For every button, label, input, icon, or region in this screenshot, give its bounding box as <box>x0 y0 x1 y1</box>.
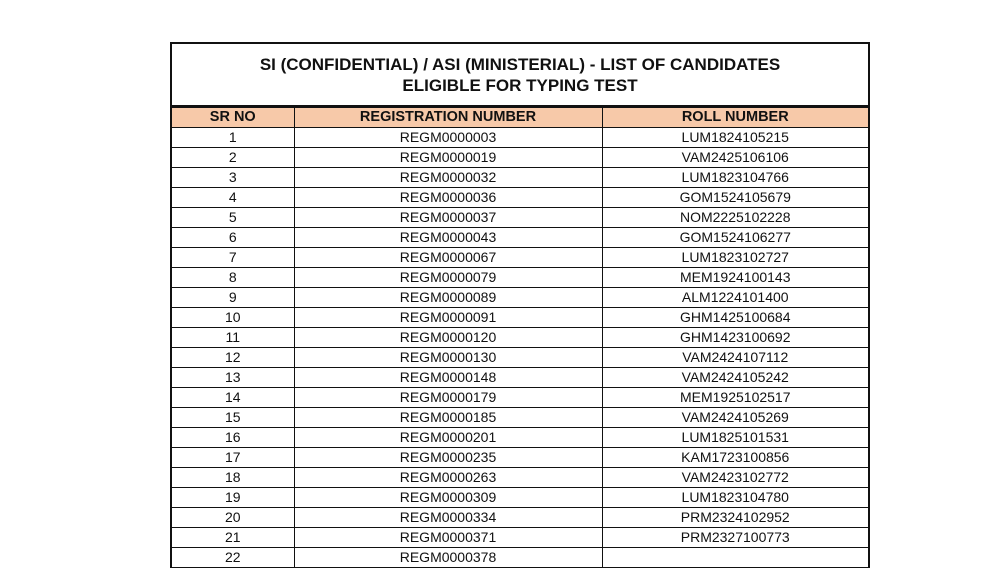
sr-no-cell: 5 <box>172 207 295 228</box>
sr-no-cell: 9 <box>172 287 295 308</box>
table-row: 8 REGM0000079 MEM1924100143 <box>172 267 868 288</box>
registration-number-cell: REGM0000334 <box>293 507 603 528</box>
sr-no-cell: 8 <box>172 267 295 288</box>
table-row: 3 REGM0000032 LUM1823104766 <box>172 167 868 188</box>
registration-number-cell: REGM0000378 <box>293 547 603 568</box>
sr-no-cell: 19 <box>172 487 295 508</box>
table-row: 22 REGM0000378 <box>172 547 868 568</box>
registration-number-cell: REGM0000235 <box>293 447 603 468</box>
sr-no-cell: 14 <box>172 387 295 408</box>
table-header-row: SR NO REGISTRATION NUMBER ROLL NUMBER <box>172 107 868 128</box>
table-row: 16 REGM0000201 LUM1825101531 <box>172 427 868 448</box>
table-row: 11 REGM0000120 GHM1423100692 <box>172 327 868 348</box>
table-row: 9 REGM0000089 ALM1224101400 <box>172 287 868 308</box>
registration-number-cell: REGM0000079 <box>293 267 603 288</box>
registration-number-cell: REGM0000019 <box>293 147 603 168</box>
table-row: 20 REGM0000334 PRM2324102952 <box>172 507 868 528</box>
roll-number-cell: KAM1723100856 <box>601 447 868 468</box>
title-line-1: SI (CONFIDENTIAL) / ASI (MINISTERIAL) - … <box>259 55 781 74</box>
roll-number-cell: LUM1824105215 <box>601 127 868 148</box>
registration-number-cell: REGM0000089 <box>293 287 603 308</box>
title-line-2: ELIGIBLE FOR TYPING TEST <box>402 76 638 95</box>
table-row: 19 REGM0000309 LUM1823104780 <box>172 487 868 508</box>
roll-number-cell: VAM2424107112 <box>601 347 868 368</box>
roll-number-cell: GHM1425100684 <box>601 307 868 328</box>
table-row: 6 REGM0000043 GOM1524106277 <box>172 227 868 248</box>
sr-no-cell: 11 <box>172 327 295 348</box>
registration-number-cell: REGM0000091 <box>293 307 603 328</box>
roll-number-cell: VAM2424105242 <box>601 367 868 388</box>
table-row: 15 REGM0000185 VAM2424105269 <box>172 407 868 428</box>
registration-number-cell: REGM0000067 <box>293 247 603 268</box>
sr-no-cell: 10 <box>172 307 295 328</box>
registration-number-cell: REGM0000201 <box>293 427 603 448</box>
sr-no-cell: 13 <box>172 367 295 388</box>
roll-number-cell: GOM1524105679 <box>601 187 868 208</box>
roll-number-cell: GHM1423100692 <box>601 327 868 348</box>
table-row: 12 REGM0000130 VAM2424107112 <box>172 347 868 368</box>
table-row: 18 REGM0000263 VAM2423102772 <box>172 467 868 488</box>
column-header-roll-number: ROLL NUMBER <box>601 107 868 128</box>
registration-number-cell: REGM0000003 <box>293 127 603 148</box>
sr-no-cell: 7 <box>172 247 295 268</box>
registration-number-cell: REGM0000037 <box>293 207 603 228</box>
column-header-sr-no: SR NO <box>172 107 295 128</box>
sr-no-cell: 18 <box>172 467 295 488</box>
registration-number-cell: REGM0000130 <box>293 347 603 368</box>
sr-no-cell: 20 <box>172 507 295 528</box>
roll-number-cell: ALM1224101400 <box>601 287 868 308</box>
roll-number-cell: MEM1925102517 <box>601 387 868 408</box>
table-row: 2 REGM0000019 VAM2425106106 <box>172 147 868 168</box>
table-row: 17 REGM0000235 KAM1723100856 <box>172 447 868 468</box>
document-title: SI (CONFIDENTIAL) / ASI (MINISTERIAL) - … <box>172 44 868 107</box>
column-header-registration-number: REGISTRATION NUMBER <box>293 107 603 128</box>
roll-number-cell: LUM1823104766 <box>601 167 868 188</box>
table-row: 5 REGM0000037 NOM2225102228 <box>172 207 868 228</box>
sr-no-cell: 16 <box>172 427 295 448</box>
registration-number-cell: REGM0000371 <box>293 527 603 548</box>
sr-no-cell: 17 <box>172 447 295 468</box>
table-row: 13 REGM0000148 VAM2424105242 <box>172 367 868 388</box>
roll-number-cell: LUM1825101531 <box>601 427 868 448</box>
sr-no-cell: 3 <box>172 167 295 188</box>
roll-number-cell: VAM2425106106 <box>601 147 868 168</box>
table-row: 21 REGM0000371 PRM2327100773 <box>172 527 868 548</box>
sr-no-cell: 12 <box>172 347 295 368</box>
table-row: 7 REGM0000067 LUM1823102727 <box>172 247 868 268</box>
sr-no-cell: 4 <box>172 187 295 208</box>
registration-number-cell: REGM0000148 <box>293 367 603 388</box>
roll-number-cell: PRM2327100773 <box>601 527 868 548</box>
registration-number-cell: REGM0000120 <box>293 327 603 348</box>
sr-no-cell: 6 <box>172 227 295 248</box>
roll-number-cell: PRM2324102952 <box>601 507 868 528</box>
roll-number-cell: VAM2424105269 <box>601 407 868 428</box>
sr-no-cell: 15 <box>172 407 295 428</box>
table-row: 10 REGM0000091 GHM1425100684 <box>172 307 868 328</box>
roll-number-cell: LUM1823104780 <box>601 487 868 508</box>
registration-number-cell: REGM0000263 <box>293 467 603 488</box>
roll-number-cell: NOM2225102228 <box>601 207 868 228</box>
sr-no-cell: 2 <box>172 147 295 168</box>
sr-no-cell: 22 <box>172 547 295 568</box>
registration-number-cell: REGM0000309 <box>293 487 603 508</box>
roll-number-cell: VAM2423102772 <box>601 467 868 488</box>
sr-no-cell: 1 <box>172 127 295 148</box>
registration-number-cell: REGM0000185 <box>293 407 603 428</box>
sr-no-cell: 21 <box>172 527 295 548</box>
registration-number-cell: REGM0000043 <box>293 227 603 248</box>
table-row: 4 REGM0000036 GOM1524105679 <box>172 187 868 208</box>
table-row: 1 REGM0000003 LUM1824105215 <box>172 127 868 148</box>
candidate-list-document: SI (CONFIDENTIAL) / ASI (MINISTERIAL) - … <box>170 42 870 568</box>
roll-number-cell <box>601 547 868 568</box>
roll-number-cell: MEM1924100143 <box>601 267 868 288</box>
roll-number-cell: LUM1823102727 <box>601 247 868 268</box>
table-row: 14 REGM0000179 MEM1925102517 <box>172 387 868 408</box>
registration-number-cell: REGM0000179 <box>293 387 603 408</box>
roll-number-cell: GOM1524106277 <box>601 227 868 248</box>
registration-number-cell: REGM0000036 <box>293 187 603 208</box>
registration-number-cell: REGM0000032 <box>293 167 603 188</box>
